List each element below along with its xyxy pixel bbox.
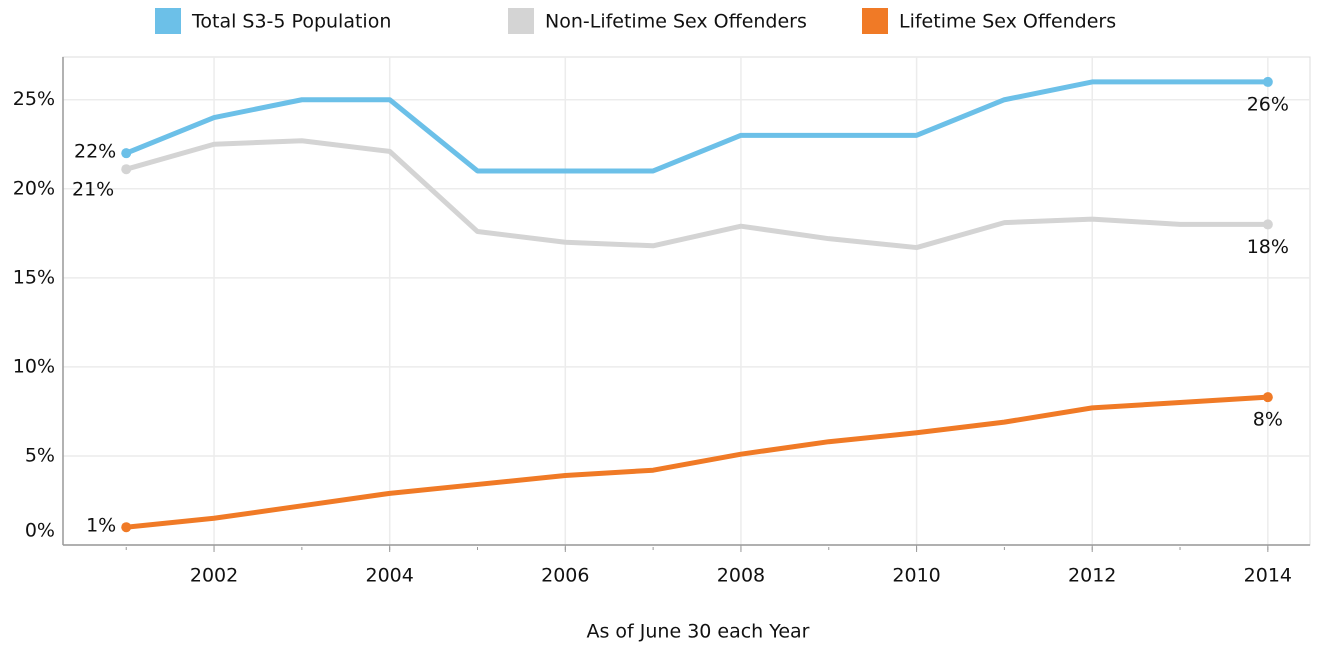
point — [121, 148, 132, 159]
point — [1262, 392, 1273, 403]
data-label: 8% — [1253, 409, 1283, 431]
x-tick-label: 2002 — [190, 565, 238, 587]
x-tick-label: 2014 — [1244, 565, 1292, 587]
x-axis-label: As of June 30 each Year — [586, 621, 809, 643]
y-tick-label: 15% — [13, 266, 55, 288]
x-tick-label: 2012 — [1068, 565, 1116, 587]
x-tick-label: 2004 — [365, 565, 413, 587]
x-tick-label: 2006 — [541, 565, 589, 587]
point — [1262, 76, 1273, 87]
y-tick-label: 0% — [25, 520, 55, 542]
data-label: 1% — [86, 515, 116, 537]
x-tick-label: 2008 — [717, 565, 765, 587]
series-line — [125, 394, 1269, 530]
plot-frame — [62, 56, 1311, 546]
data-label: 26% — [1247, 93, 1289, 115]
legend-label: Lifetime Sex Offenders — [899, 11, 1116, 33]
point — [1262, 219, 1273, 230]
x-tick-label: 2010 — [892, 565, 940, 587]
legend-label: Non-Lifetime Sex Offenders — [545, 11, 807, 33]
legend-label: Total S3-5 Population — [191, 11, 391, 33]
data-label: 18% — [1247, 236, 1289, 258]
data-label: 21% — [72, 179, 114, 201]
y-tick-label: 10% — [13, 355, 55, 377]
legend-swatch — [862, 8, 888, 34]
series-line — [125, 138, 1268, 251]
point — [121, 164, 132, 175]
legend-swatch — [508, 8, 534, 34]
point — [121, 522, 132, 533]
data-label: 22% — [74, 141, 116, 163]
y-tick-label: 20% — [13, 177, 55, 199]
legend-swatch — [155, 8, 181, 34]
y-tick-label: 25% — [13, 88, 55, 110]
series-line — [125, 79, 1268, 174]
y-tick-label: 5% — [25, 444, 55, 466]
